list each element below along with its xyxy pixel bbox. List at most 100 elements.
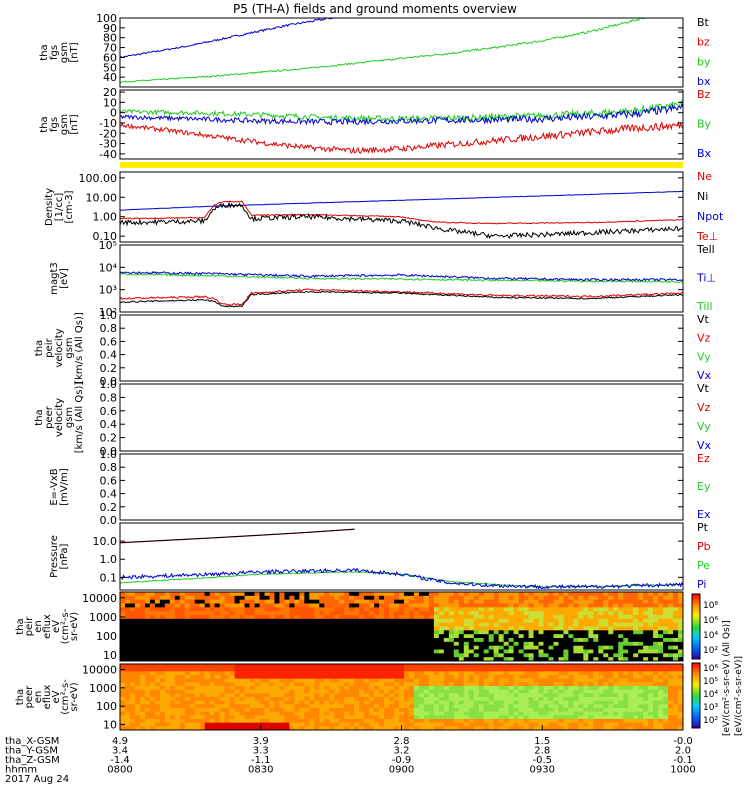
spec-cell — [588, 599, 594, 604]
ytick-label-peer-v: 1.0 — [100, 378, 118, 391]
spec-cell — [483, 653, 490, 658]
spec-cell — [648, 697, 654, 702]
spec-cell — [394, 704, 400, 709]
spec-cell — [483, 607, 490, 612]
spec-cell — [403, 645, 410, 650]
spec-cell — [548, 641, 554, 647]
spec-cell — [438, 678, 445, 683]
spec-cell — [563, 682, 569, 687]
spec-cell — [384, 689, 390, 694]
spec-cell — [543, 649, 549, 654]
spec-cell — [493, 607, 500, 612]
spec-cell — [428, 630, 435, 635]
spec-cell — [538, 592, 544, 597]
spec-cell — [364, 657, 370, 662]
spec-cell — [229, 611, 236, 616]
spec-cell — [379, 678, 385, 683]
spec-cell — [269, 686, 275, 691]
spec-cell — [299, 607, 305, 612]
spec-cell — [244, 726, 251, 731]
spec-cell — [369, 641, 375, 647]
spec-cell — [374, 645, 380, 650]
spec-cell — [488, 615, 495, 620]
spec-cell — [259, 700, 265, 705]
spec-cell — [613, 630, 619, 635]
spec-cell — [408, 693, 415, 698]
spec-cell — [154, 682, 161, 687]
spec-cell — [384, 653, 390, 658]
spec-cell — [129, 675, 136, 680]
spec-cell — [653, 630, 659, 635]
spec-cell — [204, 595, 211, 601]
spec-cell — [269, 599, 275, 604]
spec-cell — [204, 657, 211, 662]
spec-cell — [443, 693, 450, 698]
legend-fgs-b-Bx: Bx — [697, 147, 712, 160]
spec-cell — [189, 622, 196, 627]
spec-cell — [229, 664, 236, 669]
spec-cell — [583, 657, 589, 662]
spec-cell — [678, 592, 684, 597]
spec-cell — [179, 693, 186, 698]
spec-cell — [204, 667, 211, 672]
legend-pressure-Pe: Pe — [697, 559, 710, 572]
spec-cell — [603, 599, 609, 604]
spec-cell — [249, 626, 256, 631]
spec-cell — [573, 607, 579, 612]
spec-cell — [533, 615, 540, 620]
spec-cell — [568, 595, 574, 601]
spec-cell — [643, 667, 649, 672]
spec-cell — [329, 615, 335, 620]
spec-cell — [638, 653, 644, 658]
spec-cell — [563, 726, 569, 731]
spec-cell — [159, 682, 166, 687]
spec-cell — [453, 634, 460, 639]
spec-cell — [553, 611, 559, 616]
spec-cell — [673, 667, 679, 672]
spec-cell — [583, 704, 589, 709]
spec-cell — [314, 689, 320, 694]
spec-cell — [573, 641, 579, 647]
spec-cell — [189, 693, 196, 698]
spec-cell — [329, 599, 335, 604]
legend-density-Ni: Ni — [697, 190, 708, 203]
spec-cell — [463, 664, 470, 669]
spec-cell — [568, 682, 574, 687]
spec-cell — [389, 645, 395, 650]
spec-cell — [423, 645, 430, 650]
spec-cell — [678, 657, 684, 662]
spec-cell — [488, 689, 495, 694]
spec-cell — [154, 697, 161, 702]
spec-cell — [603, 689, 609, 694]
spec-cell — [533, 719, 540, 724]
spec-cell — [418, 653, 425, 658]
spec-cell — [209, 722, 216, 727]
spec-cell — [339, 607, 345, 612]
spec-cell — [354, 592, 360, 597]
spec-cell — [224, 682, 231, 687]
spec-cell — [498, 708, 505, 713]
series-line-temp-1 — [120, 271, 683, 282]
spec-cell — [164, 689, 171, 694]
spec-cell — [533, 700, 540, 705]
spec-cell — [249, 711, 256, 716]
spec-cell — [319, 671, 325, 676]
spec-cell — [433, 711, 440, 716]
spec-cell — [423, 615, 430, 620]
spec-cell — [284, 595, 290, 601]
spec-cell — [533, 715, 540, 720]
spec-cell — [578, 611, 584, 616]
spec-cell — [538, 693, 544, 698]
spec-cell — [319, 611, 325, 616]
spec-cell — [493, 693, 500, 698]
spec-cell — [159, 599, 166, 604]
spec-cell — [384, 603, 390, 608]
spec-cell — [533, 599, 540, 604]
spec-cell — [184, 682, 191, 687]
spec-cell — [518, 671, 525, 676]
spec-cell — [408, 641, 415, 647]
spec-cell — [149, 657, 156, 662]
spec-cell — [124, 667, 131, 672]
spec-cell — [359, 634, 365, 639]
spec-cell — [174, 653, 181, 658]
